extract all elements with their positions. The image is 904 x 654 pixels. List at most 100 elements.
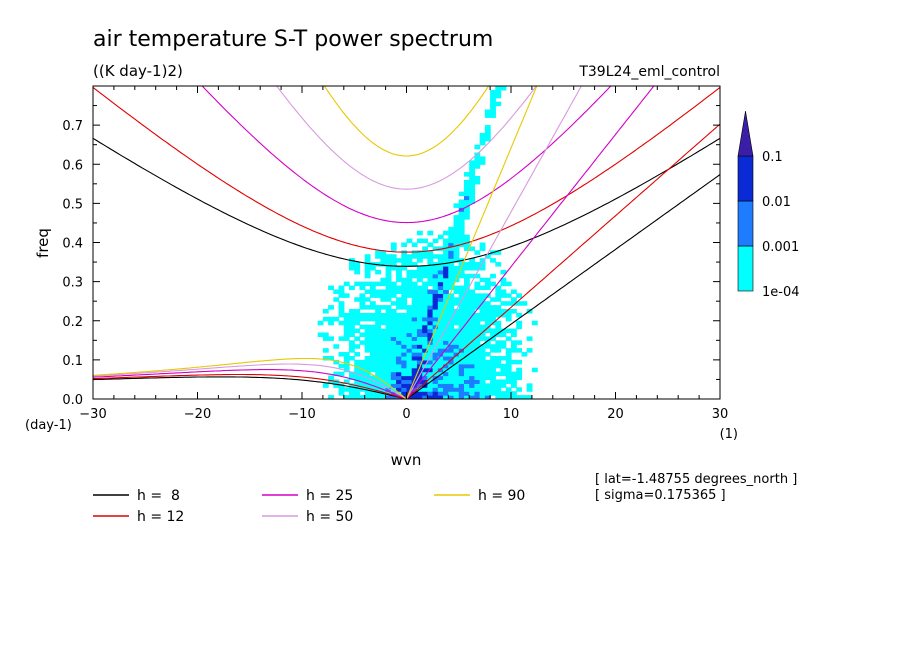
heat-cell xyxy=(469,320,476,326)
heat-cell xyxy=(479,363,486,369)
heat-cell xyxy=(411,375,418,381)
heat-cell xyxy=(484,383,491,388)
heat-cell xyxy=(364,395,371,399)
heat-cell xyxy=(505,293,512,298)
heat-cell xyxy=(369,363,376,369)
heat-cell xyxy=(432,324,439,330)
heat-cell xyxy=(474,281,481,287)
heat-cell xyxy=(385,359,392,365)
heat-cell xyxy=(448,238,455,244)
heat-cell xyxy=(463,277,470,283)
heat-cell xyxy=(396,305,402,310)
heat-cell xyxy=(479,132,486,138)
heat-cell xyxy=(474,179,481,185)
heat-cell xyxy=(406,305,413,310)
heat-cell xyxy=(375,316,381,322)
heat-cell xyxy=(406,375,413,381)
heat-cell xyxy=(328,395,334,399)
heat-cell xyxy=(322,348,329,353)
heat-cell xyxy=(396,383,402,388)
heat-cell xyxy=(443,254,449,259)
heat-cell xyxy=(495,309,502,314)
heat-cell xyxy=(369,285,376,291)
heat-cell xyxy=(380,250,387,255)
colorbar: 1e-04 0.001 0.01 0.1 xyxy=(737,110,800,300)
heat-cell xyxy=(511,359,517,365)
heat-cell xyxy=(432,316,439,322)
heat-cell xyxy=(479,371,486,377)
heat-cell xyxy=(448,262,455,267)
heat-cell xyxy=(500,309,507,314)
heat-cell xyxy=(490,101,496,107)
heat-cell xyxy=(474,359,481,365)
heat-cell xyxy=(416,250,423,255)
heat-cell xyxy=(406,352,413,357)
heat-cell xyxy=(427,293,434,298)
heat-cell xyxy=(401,289,408,294)
heat-cell xyxy=(416,367,423,373)
heat-cell xyxy=(437,328,444,334)
heat-cell xyxy=(328,305,334,310)
heat-cell xyxy=(427,387,434,392)
heat-cell xyxy=(432,367,439,373)
heat-cell xyxy=(390,355,397,361)
heat-cell xyxy=(479,375,486,381)
heat-cell xyxy=(458,352,465,357)
heat-cell xyxy=(474,355,481,361)
heat-cell xyxy=(469,191,476,197)
heat-cell xyxy=(505,395,512,399)
heat-cell xyxy=(364,340,371,345)
heat-cell xyxy=(416,265,423,271)
heat-cell xyxy=(401,277,408,283)
heat-cell xyxy=(531,367,538,373)
heat-cell xyxy=(359,281,366,287)
heat-cell xyxy=(448,320,455,326)
heat-cell xyxy=(333,289,340,294)
heat-cell xyxy=(490,312,496,318)
heat-cell xyxy=(463,211,470,216)
heat-cell xyxy=(422,301,428,306)
heat-cell xyxy=(484,371,491,377)
heat-cell xyxy=(322,336,329,341)
heat-cell xyxy=(416,352,423,357)
heat-cell xyxy=(364,344,371,349)
heat-cell xyxy=(422,348,428,353)
heat-cell xyxy=(495,289,502,294)
heat-cell xyxy=(448,355,455,361)
heat-cell xyxy=(443,242,449,248)
heat-cell xyxy=(354,309,361,314)
heat-cell xyxy=(411,352,418,357)
heat-cell xyxy=(463,199,470,204)
heat-cell xyxy=(369,332,376,337)
heat-cell xyxy=(511,344,517,349)
heat-cell xyxy=(427,359,434,365)
heat-cell xyxy=(490,383,496,388)
heat-cell xyxy=(406,238,413,244)
heat-cell xyxy=(411,285,418,291)
heat-cell xyxy=(422,328,428,334)
heat-cell xyxy=(380,258,387,263)
heat-cell xyxy=(448,250,455,255)
heat-cell xyxy=(354,387,361,392)
heat-cell xyxy=(448,301,455,306)
heat-cell xyxy=(443,352,449,357)
heat-cell xyxy=(463,363,470,369)
heat-cell xyxy=(469,371,476,377)
heat-cell xyxy=(495,328,502,334)
heat-cell xyxy=(463,371,470,377)
heat-cell xyxy=(516,293,523,298)
heat-cell xyxy=(385,262,392,267)
y-tick-label: 0.5 xyxy=(62,197,83,212)
y-tick-label: 0.7 xyxy=(62,119,83,134)
heat-cell xyxy=(364,281,371,287)
heat-cell xyxy=(427,281,434,287)
heat-cell xyxy=(411,312,418,318)
heat-cell xyxy=(416,305,423,310)
heat-cell xyxy=(484,395,491,399)
heat-cell xyxy=(458,324,465,330)
heat-cell xyxy=(385,367,392,373)
heat-cell xyxy=(458,344,465,349)
heat-cell xyxy=(375,387,381,392)
heat-cell xyxy=(364,359,371,365)
heat-cell xyxy=(511,383,517,388)
